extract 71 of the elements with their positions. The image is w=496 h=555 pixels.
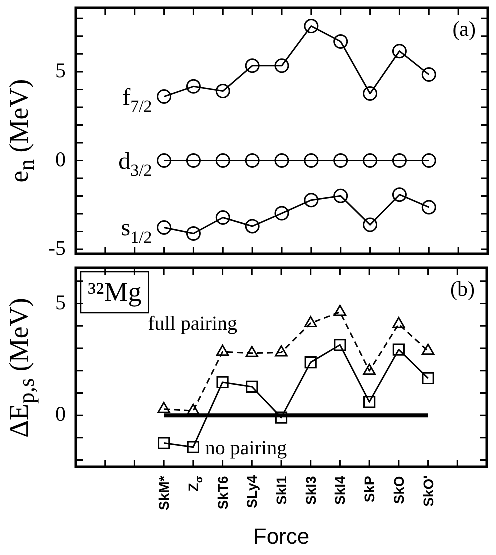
annotation: (b) <box>450 277 476 301</box>
point <box>274 58 290 74</box>
point <box>422 200 436 215</box>
x-tick-label: Zσ <box>185 476 206 492</box>
point <box>216 210 230 226</box>
point <box>422 154 436 168</box>
annotation: ³²Mg <box>88 277 142 307</box>
x-tick-label: SkM* <box>156 476 172 510</box>
x-tick-label: SkO <box>390 476 407 504</box>
point <box>363 218 378 232</box>
point <box>334 188 348 204</box>
point <box>186 154 201 168</box>
point <box>186 79 201 94</box>
point <box>304 154 319 168</box>
point <box>422 68 436 82</box>
point <box>216 154 230 168</box>
point <box>392 317 406 328</box>
point <box>216 84 230 99</box>
x-tick-label: SkO' <box>420 476 436 507</box>
x-tick-label: SkI1 <box>274 476 290 506</box>
point <box>275 345 288 357</box>
point <box>334 305 347 316</box>
series-label: full pairing <box>148 313 238 336</box>
point <box>422 372 434 385</box>
series-label: no pairing <box>205 437 288 460</box>
point <box>187 441 200 454</box>
point <box>274 206 290 221</box>
y-tick-label: 0 <box>56 147 66 172</box>
point <box>392 44 407 59</box>
point <box>157 154 172 168</box>
point <box>216 344 230 356</box>
x-axis-title: Force <box>253 524 310 549</box>
point <box>246 346 259 358</box>
point <box>422 344 435 356</box>
point <box>363 154 378 168</box>
point <box>392 154 407 168</box>
x-tick-label: SkP <box>362 476 378 503</box>
point <box>363 86 378 102</box>
x-tick-label: SkT6 <box>214 476 231 510</box>
point <box>158 437 170 450</box>
point <box>245 154 260 168</box>
point <box>392 344 405 356</box>
point <box>363 364 376 376</box>
y-tick-label: 5 <box>56 290 66 314</box>
point <box>304 356 317 369</box>
point <box>304 19 319 34</box>
point <box>274 154 290 168</box>
point <box>157 220 172 235</box>
point <box>304 193 319 208</box>
point <box>157 90 172 104</box>
x-tick-label: SLy4 <box>244 475 260 508</box>
point <box>245 58 260 74</box>
point <box>275 412 288 424</box>
point <box>364 396 376 408</box>
y-tick-label: -5 <box>48 236 66 260</box>
point <box>304 316 318 328</box>
point <box>334 339 346 352</box>
point <box>246 380 258 394</box>
annotation: (a) <box>452 17 476 41</box>
point <box>158 402 170 414</box>
point <box>186 226 201 241</box>
y-tick-label: 5 <box>56 58 66 82</box>
point <box>334 154 348 168</box>
point <box>245 219 260 234</box>
point <box>216 376 229 389</box>
point <box>334 34 348 49</box>
x-tick-label: SkI4 <box>332 476 348 506</box>
x-tick-label: SkI3 <box>302 476 319 506</box>
point <box>187 404 200 416</box>
y-tick-label: 0 <box>56 402 66 426</box>
point <box>392 188 407 202</box>
